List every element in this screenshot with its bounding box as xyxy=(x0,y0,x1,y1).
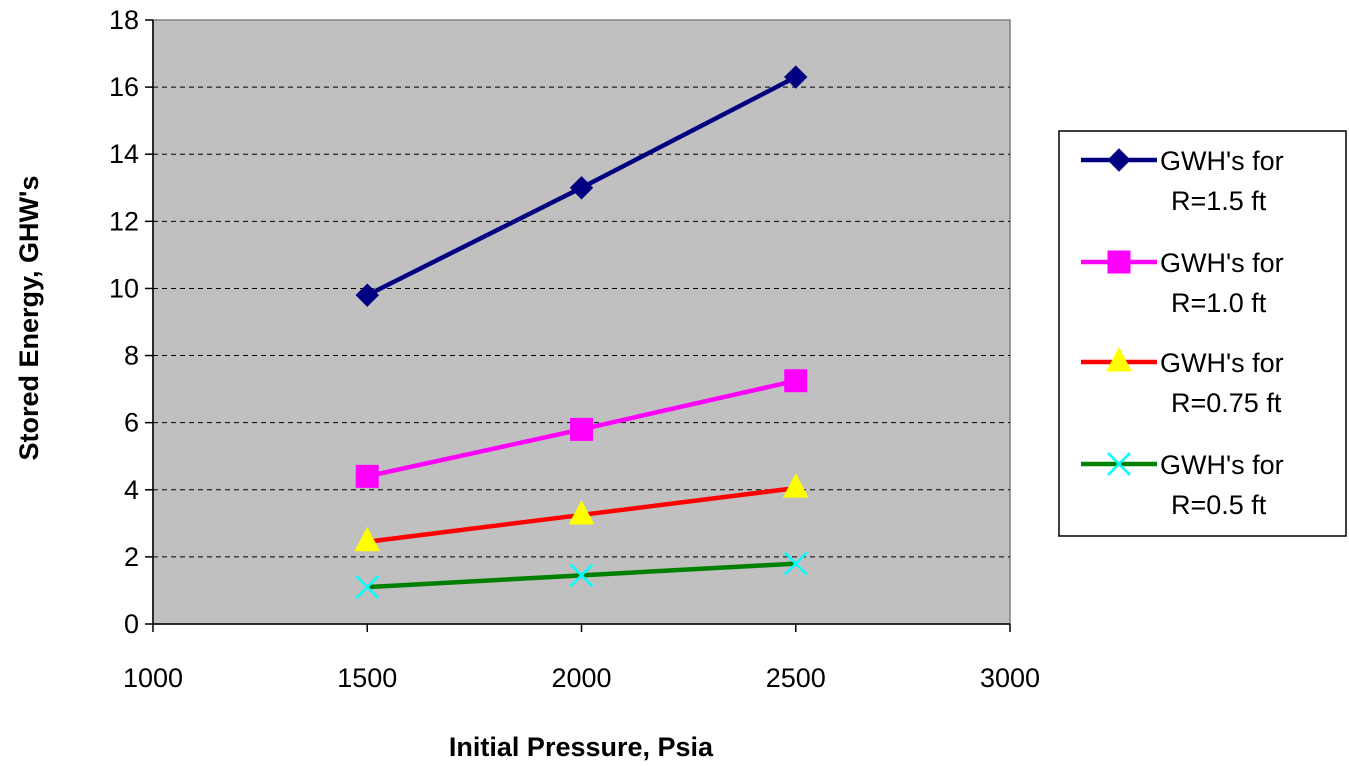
data-point-marker xyxy=(570,417,593,441)
data-point-marker xyxy=(355,575,380,599)
legend-label: R=1.5 ft xyxy=(1171,186,1267,216)
y-tick-label: 14 xyxy=(109,139,139,169)
legend-box xyxy=(1058,130,1347,537)
y-tick-label: 4 xyxy=(124,475,139,505)
y-axis-title: Stored Energy, GHW's xyxy=(14,176,44,461)
series-1 xyxy=(355,65,808,307)
y-tick-label: 16 xyxy=(109,72,139,102)
legend-label: GWH's for xyxy=(1160,450,1284,480)
data-point-marker xyxy=(569,563,594,588)
series-layer xyxy=(354,65,809,599)
data-point-marker xyxy=(354,526,381,552)
data-point-marker xyxy=(1106,346,1132,372)
y-tick-label: 12 xyxy=(109,206,139,236)
legend-label: GWH's for xyxy=(1160,248,1284,278)
legend-label: R=0.75 ft xyxy=(1171,388,1282,418)
data-point-marker xyxy=(355,283,379,307)
x-tick-label: 1000 xyxy=(123,663,183,693)
y-tick-label: 8 xyxy=(124,341,139,371)
series-3 xyxy=(354,473,809,552)
series-2 xyxy=(355,369,808,488)
y-tick-label: 6 xyxy=(124,408,139,438)
x-axis-title: Initial Pressure, Psia xyxy=(449,732,714,762)
y-tick-label: 2 xyxy=(124,542,139,572)
plot-area xyxy=(152,19,1011,625)
legend-label: GWH's for xyxy=(1160,146,1284,176)
x-tick-label: 1500 xyxy=(337,663,397,693)
legend-entry: GWH's for R=0.5 ft xyxy=(1081,450,1284,520)
x-tick-label: 2000 xyxy=(551,663,611,693)
legend-label: GWH's for xyxy=(1160,348,1284,378)
data-point-marker xyxy=(1107,250,1131,274)
legend-entry: GWH's for R=1.0 ft xyxy=(1081,248,1284,318)
x-tick-label: 2500 xyxy=(766,663,826,693)
plot-background xyxy=(152,19,1011,625)
y-tick-label: 18 xyxy=(109,5,139,35)
y-tick-label: 10 xyxy=(109,273,139,303)
data-point-marker xyxy=(784,65,808,89)
legend-entry: GWH's for R=0.75 ft xyxy=(1081,346,1284,418)
x-axis: 1000 1500 2000 2500 3000 xyxy=(123,623,1040,693)
y-axis: 0 2 4 6 8 10 12 14 16 18 xyxy=(109,5,1010,639)
data-point-marker xyxy=(784,369,808,393)
data-point-marker xyxy=(569,176,594,200)
series-4 xyxy=(355,551,808,599)
legend-entry: GWH's for R=1.5 ft xyxy=(1081,146,1284,216)
x-tick-label: 3000 xyxy=(980,663,1040,693)
data-point-marker xyxy=(782,473,809,498)
y-tick-label: 0 xyxy=(124,609,139,639)
data-point-marker xyxy=(1107,148,1131,172)
legend-label: R=0.5 ft xyxy=(1171,490,1267,520)
data-point-marker xyxy=(568,499,595,525)
legend-label: R=1.0 ft xyxy=(1171,288,1267,318)
data-point-marker xyxy=(783,551,808,576)
data-point-marker xyxy=(355,464,379,488)
data-point-marker xyxy=(1107,452,1131,476)
